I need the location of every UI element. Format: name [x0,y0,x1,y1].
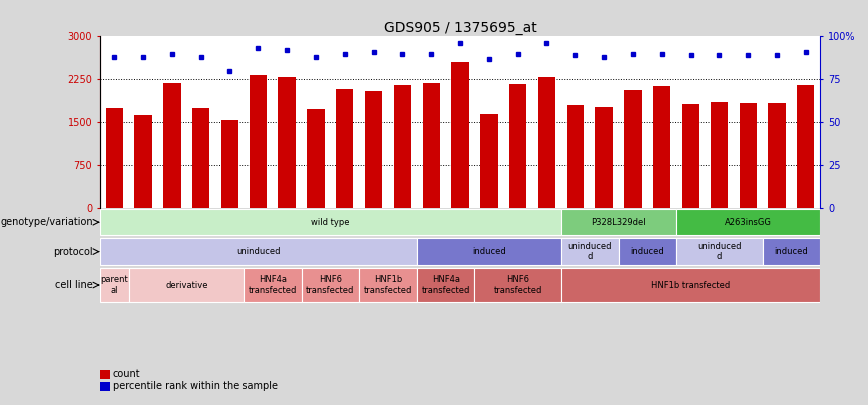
Bar [417,268,475,302]
Bar [451,62,469,207]
Bar [763,239,820,265]
Text: derivative: derivative [165,281,207,290]
Bar [475,268,561,302]
Bar [100,268,128,302]
Text: induced: induced [630,247,664,256]
Text: HNF1b transfected: HNF1b transfected [651,281,730,290]
Text: P328L329del: P328L329del [591,218,646,227]
Bar [250,75,267,207]
Bar [768,102,786,207]
Bar [797,85,814,207]
Bar [307,109,325,207]
Bar [653,86,670,207]
Bar [538,77,556,207]
Bar [106,108,123,207]
Bar [301,268,359,302]
Text: HNF6
transfected: HNF6 transfected [494,275,542,295]
Bar [624,90,641,207]
Bar [740,102,757,207]
Bar [561,209,676,235]
Bar [561,239,619,265]
Text: uninduced
d: uninduced d [568,242,612,261]
Bar [359,268,417,302]
Text: induced: induced [472,247,506,256]
Bar [480,114,497,207]
Bar [676,209,820,235]
Bar [135,115,152,207]
Bar [192,108,209,207]
Text: parent
al: parent al [101,275,128,295]
Text: HNF4a
transfected: HNF4a transfected [422,275,470,295]
Bar [100,239,417,265]
Text: count: count [113,369,141,379]
Text: HNF1b
transfected: HNF1b transfected [364,275,412,295]
Bar [676,239,763,265]
Bar [711,102,728,207]
Bar [365,91,382,207]
Text: induced: induced [774,247,808,256]
Bar [682,104,700,207]
Bar [509,84,526,207]
Text: HNF4a
transfected: HNF4a transfected [248,275,297,295]
Bar [561,268,820,302]
Title: GDS905 / 1375695_at: GDS905 / 1375695_at [384,21,536,35]
Bar [279,77,296,207]
Text: protocol: protocol [53,247,93,257]
Text: cell line: cell line [56,280,93,290]
Bar [423,83,440,207]
Bar [128,268,244,302]
Bar [244,268,301,302]
Bar [220,120,238,207]
Bar [417,239,561,265]
Text: HNF6
transfected: HNF6 transfected [306,275,354,295]
Text: genotype/variation: genotype/variation [0,217,93,227]
Bar [595,107,613,207]
Bar [394,85,411,207]
Text: A263insGG: A263insGG [725,218,772,227]
Bar [100,209,561,235]
Bar [567,105,584,207]
Text: uninduced
d: uninduced d [697,242,741,261]
Bar [619,239,676,265]
Text: uninduced: uninduced [236,247,280,256]
Bar [336,89,353,207]
Text: percentile rank within the sample: percentile rank within the sample [113,382,278,391]
Bar [163,83,181,207]
Text: wild type: wild type [311,218,350,227]
